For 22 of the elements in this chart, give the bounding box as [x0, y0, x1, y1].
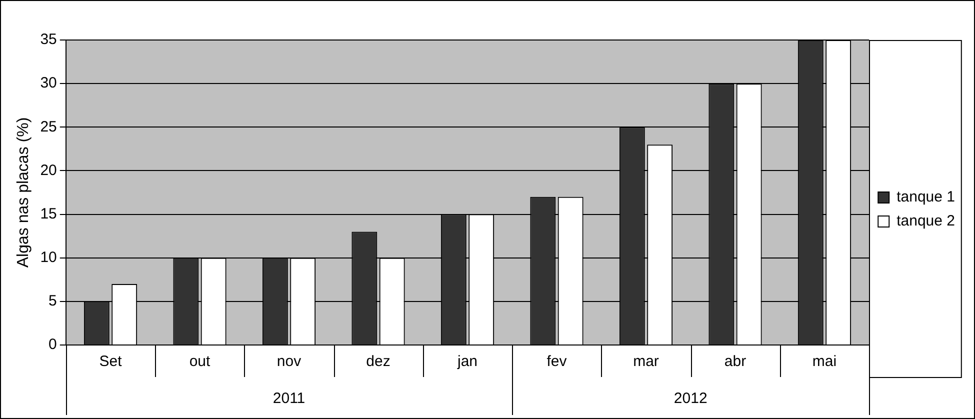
x-tick-label: jan: [456, 353, 478, 370]
x-tick-label: mai: [812, 353, 837, 370]
text: 2012: [674, 390, 708, 408]
legend-label: tanque 2: [896, 212, 955, 230]
x-tick-label: fev: [546, 353, 568, 370]
x-tick-label: abr: [724, 353, 746, 370]
y-tick-label: 35: [40, 31, 57, 48]
x-tick-label: mar: [633, 353, 659, 370]
y-tick-label: 10: [40, 249, 57, 266]
y-tick-label: 25: [40, 118, 57, 136]
y-tick-label: 20: [40, 162, 57, 179]
y-tick-label: 15: [40, 205, 57, 222]
x-tick-label: Set: [99, 353, 123, 370]
x-tick-label: dez: [366, 353, 390, 370]
y-tick-label: 5: [48, 292, 57, 310]
y-tick-label: 30: [40, 74, 57, 92]
y-axis-title: Algas nas placas (%): [15, 117, 32, 268]
y-tick-label: 0: [48, 336, 57, 354]
x-tick-label: nov: [276, 353, 302, 370]
legend-label: tanque 1: [896, 188, 955, 206]
x-tick-label: out: [189, 353, 212, 370]
text: 2011: [272, 390, 306, 408]
